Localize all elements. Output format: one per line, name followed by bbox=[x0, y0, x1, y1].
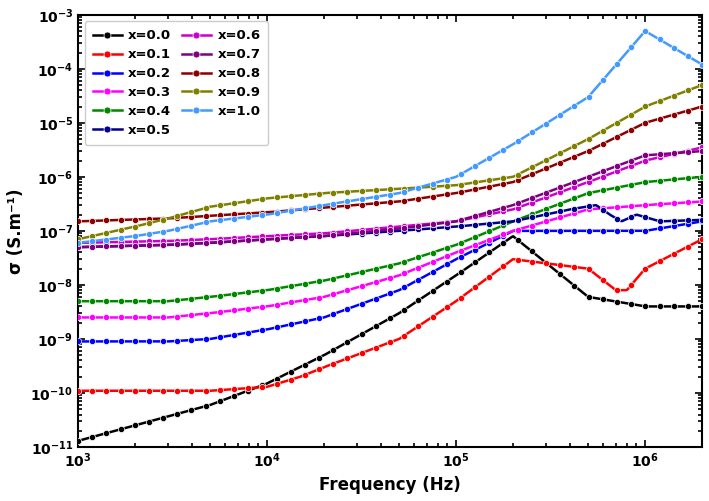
Legend: x=0.0, x=0.1, x=0.2, x=0.3, x=0.4, x=0.5, x=0.6, x=0.7, x=0.8, x=0.9, x=1.0: x=0.0, x=0.1, x=0.2, x=0.3, x=0.4, x=0.5… bbox=[84, 22, 269, 145]
X-axis label: Frequency (Hz): Frequency (Hz) bbox=[319, 476, 461, 494]
Y-axis label: σ (S.m⁻¹): σ (S.m⁻¹) bbox=[7, 188, 25, 274]
